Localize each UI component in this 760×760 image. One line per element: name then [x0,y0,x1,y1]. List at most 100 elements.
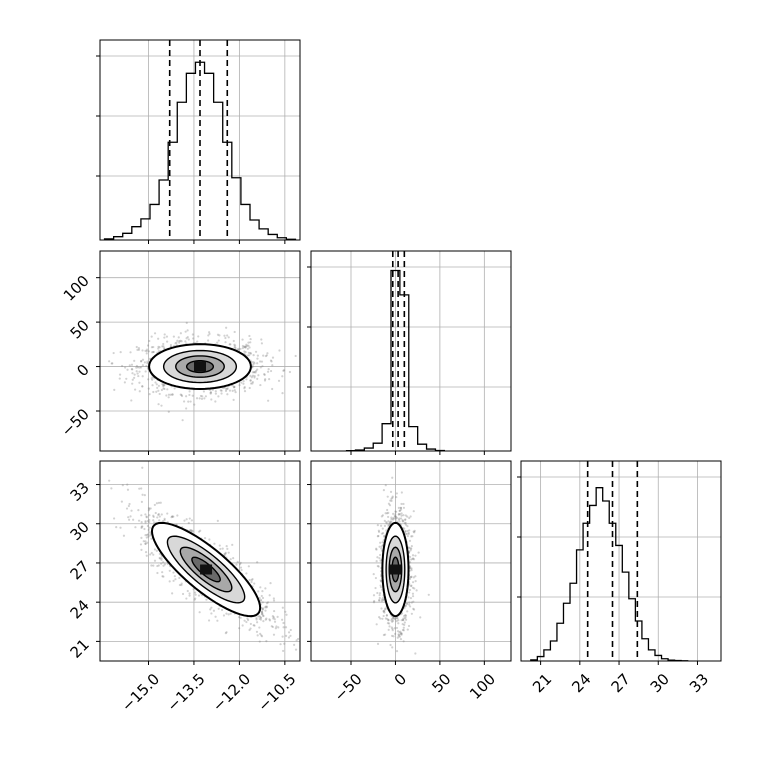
scatter-point [171,592,174,595]
scatter-point [261,614,265,617]
scatter-point [221,547,224,550]
scatter-point [169,343,173,347]
scatter-point [216,619,219,622]
scatter-point [156,571,159,575]
scatter-point [253,582,256,585]
scatter-point [213,542,216,545]
scatter-point [163,336,166,339]
scatter-point [220,392,223,395]
scatter-point [260,338,263,341]
scatter-point [165,335,169,338]
scatter-point [399,506,402,509]
scatter-point [396,636,399,639]
scatter-point [189,400,192,403]
scatter-point [160,557,163,560]
scatter-point [289,628,292,632]
scatter-point [232,386,236,389]
scatter-point [395,616,399,619]
scatter-point [148,520,151,524]
scatter-point [146,362,149,365]
scatter-point [158,552,161,556]
scatter-point [231,389,234,392]
scatter-point [220,608,224,612]
scatter-point [260,598,263,602]
scatter-point [190,529,193,532]
scatter-point [377,530,381,533]
scatter-point [157,350,160,353]
scatter-point [179,393,182,396]
scatter-point [391,495,394,498]
scatter-point [399,517,403,520]
scatter-point [270,360,273,363]
scatter-point [210,398,213,401]
scatter-point [378,599,381,602]
scatter-point [243,350,246,353]
scatter-point [386,512,389,515]
y-tick-label: 27 [67,557,93,583]
scatter-point [145,554,148,557]
scatter-point [167,393,171,396]
scatter-point [410,601,413,604]
scatter-point [252,354,255,357]
scatter-point [395,617,398,620]
scatter-point [399,630,402,633]
scatter-point [413,531,416,534]
scatter-point [259,586,262,589]
scatter-point [390,617,393,621]
scatter-point [239,347,242,351]
scatter-point [186,336,189,339]
scatter-point [394,513,397,516]
scatter-point [110,362,113,365]
scatter-point [180,583,183,587]
scatter-point [269,359,273,362]
x-tick-label: 30 [647,670,673,696]
scatter-point [270,625,273,628]
scatter-point [403,617,406,620]
scatter-point [381,514,384,517]
scatter-point [251,374,255,377]
scatter-point [236,560,239,564]
scatter-point [402,619,405,622]
scatter-point [251,381,254,384]
scatter-point [157,347,160,350]
scatter-frame-1-2 [99,250,301,452]
x-tick-label: 21 [529,670,555,696]
scatter-point [412,608,416,611]
scatter-point [272,597,275,600]
scatter-point [379,541,382,544]
scatter-point [378,616,381,619]
scatter-point [400,632,403,635]
scatter-point [145,352,148,355]
scatter-point [146,533,150,536]
scatter-point [260,360,264,363]
scatter-point [136,348,139,351]
scatter-point [147,509,150,512]
scatter-point [166,340,169,343]
scatter-point [248,628,251,632]
scatter-point [184,330,187,333]
x-tick-label: −10.5 [254,670,299,715]
scatter-point [152,345,155,349]
scatter-point [397,518,401,521]
scatter-point [411,595,415,598]
scatter-point [202,390,206,393]
scatter-point [140,536,143,539]
y-tick-label: 30 [67,518,93,544]
scatter-point [155,549,158,552]
scatter-point [395,516,399,519]
scatter-point [208,538,211,541]
scatter-point [262,614,265,618]
scatter-point [404,616,407,619]
scatter-point [178,576,181,580]
scatter-point [386,508,389,512]
x-tick-label: 27 [608,670,634,696]
scatter-point [244,345,247,348]
scatter-point [140,521,143,524]
scatter-point [398,520,401,523]
scatter-point [110,487,113,490]
scatter-point [186,589,189,593]
scatter-point [288,370,292,374]
scatter-point [241,338,244,341]
scatter-point [140,514,143,517]
scatter-point [411,535,414,538]
